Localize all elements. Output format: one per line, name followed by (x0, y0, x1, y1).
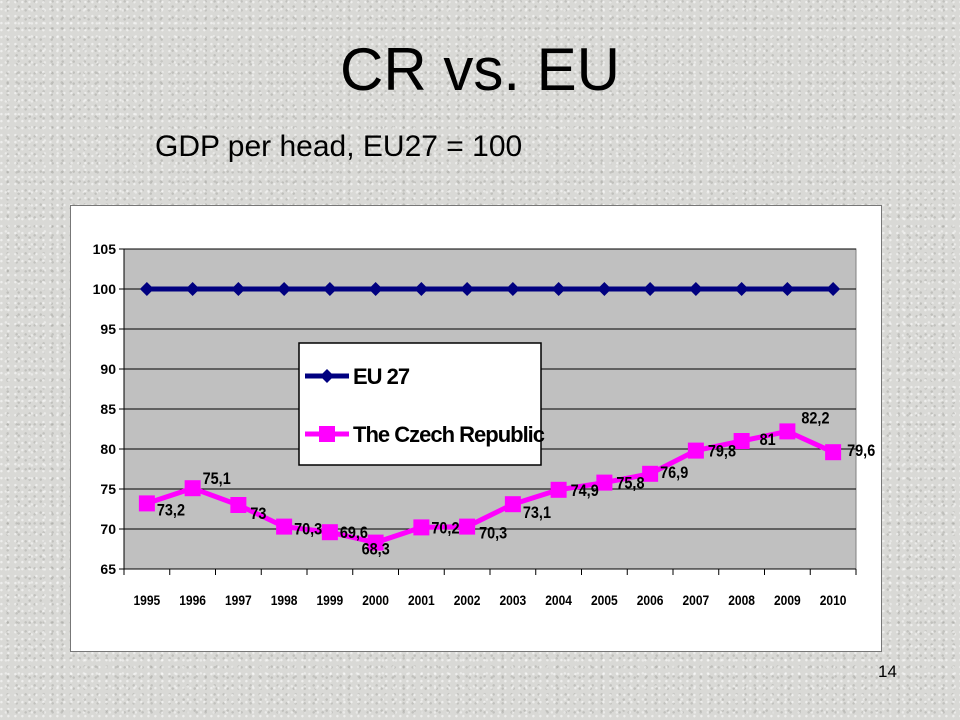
x-tick-label: 2009 (774, 592, 801, 608)
data-label: 70,3 (479, 525, 507, 543)
data-label: 70,2 (431, 519, 459, 537)
data-label: 73,2 (157, 501, 185, 519)
data-label: 70,3 (294, 521, 322, 539)
data-label: 79,6 (847, 442, 875, 460)
data-label: 82,2 (801, 409, 829, 427)
x-tick-label: 1999 (316, 592, 343, 608)
czech-republic-data-point (367, 534, 384, 551)
data-label: 69,6 (340, 524, 368, 542)
czech-republic-data-point (687, 442, 704, 459)
slide-subtitle: GDP per head, EU27 = 100 (155, 130, 523, 163)
eu27-data-point (460, 282, 475, 296)
data-label: 73,1 (523, 504, 551, 522)
eu27-data-point (505, 282, 520, 296)
eu27-data-point (597, 282, 612, 296)
series-line-czech-republic (146, 428, 835, 546)
legend-marker (320, 369, 334, 383)
data-label: 75,1 (203, 470, 231, 488)
legend-label: EU 27 (353, 364, 410, 389)
x-tick-label: 2008 (728, 592, 755, 608)
czech-republic-data-point (504, 496, 521, 513)
x-tick-label: 2010 (820, 592, 847, 608)
x-tick-label: 1995 (133, 592, 160, 608)
czech-republic-data-point (642, 465, 659, 482)
line-chart: 65 70 75 80 85 90 95 100 105 1995 1996 1997 1998 1999… (93, 241, 876, 608)
czech-republic-data-point (276, 518, 293, 535)
chart-legend: EU 27 The Czech Republic (298, 342, 546, 466)
eu27-data-point (780, 282, 795, 296)
x-tick-label: 2001 (408, 592, 435, 608)
legend-label: The Czech Republic (353, 422, 545, 447)
eu27-data-point (414, 282, 429, 296)
data-label: 76,9 (660, 464, 688, 482)
x-tick-label: 1996 (179, 592, 206, 608)
data-label: 79,8 (708, 443, 736, 461)
x-tick-label: 2005 (591, 592, 618, 608)
czech-republic-data-point (779, 423, 796, 440)
y-tick-label: 70 (100, 521, 116, 537)
y-tick-label: 100 (93, 281, 117, 297)
data-label: 75,8 (616, 475, 644, 493)
legend-box (298, 342, 542, 466)
czech-republic-data-point (733, 433, 750, 449)
y-tick-label: 80 (100, 441, 116, 457)
page-number: 14 (878, 662, 897, 681)
eu27-data-point (643, 282, 658, 296)
eu27-data-point (185, 282, 200, 296)
y-tick-label: 105 (93, 241, 117, 257)
czech-republic-data-point (459, 518, 476, 535)
data-label: 73 (250, 505, 266, 523)
y-tick-label: 75 (100, 481, 116, 497)
data-label: 81 (760, 431, 776, 449)
eu27-data-point (139, 282, 154, 296)
eu27-data-point (826, 282, 841, 296)
x-tick-label: 2002 (454, 592, 481, 608)
x-tick-label: 1998 (271, 592, 298, 608)
czech-republic-data-point (138, 495, 155, 512)
eu27-data-point (734, 282, 749, 296)
czech-republic-data-point (825, 444, 842, 461)
czech-republic-data-point (413, 519, 430, 536)
data-label: 74,9 (571, 482, 599, 500)
x-tick-label: 2004 (545, 592, 572, 608)
x-tick-label: 2003 (499, 592, 526, 608)
x-tick-label: 2006 (637, 592, 664, 608)
czech-republic-data-point (230, 497, 247, 513)
x-tick-label: 1997 (225, 592, 252, 608)
eu27-data-point (277, 282, 292, 296)
eu27-data-point (551, 282, 566, 296)
eu27-data-point (368, 282, 383, 296)
data-label: 68,3 (362, 541, 390, 559)
czech-republic-data-point (596, 474, 613, 491)
y-tick-label: 95 (100, 321, 116, 337)
slide-title: CR vs. EU (339, 36, 621, 103)
y-tick-label: 65 (100, 561, 116, 577)
chart-frame: 65 70 75 80 85 90 95 100 105 1995 1996 1997 1998 1999… (70, 205, 882, 652)
eu27-data-point (231, 282, 246, 296)
czech-republic-data-point (184, 480, 201, 497)
eu27-data-point (688, 282, 703, 296)
legend-marker (319, 426, 335, 442)
y-tick-label: 85 (100, 401, 116, 417)
x-tick-label: 2007 (682, 592, 709, 608)
czech-republic-data-point (550, 481, 567, 498)
x-tick-label: 2000 (362, 592, 389, 608)
czech-republic-data-point (321, 524, 338, 541)
eu27-data-point (322, 282, 337, 296)
y-tick-label: 90 (100, 361, 116, 377)
